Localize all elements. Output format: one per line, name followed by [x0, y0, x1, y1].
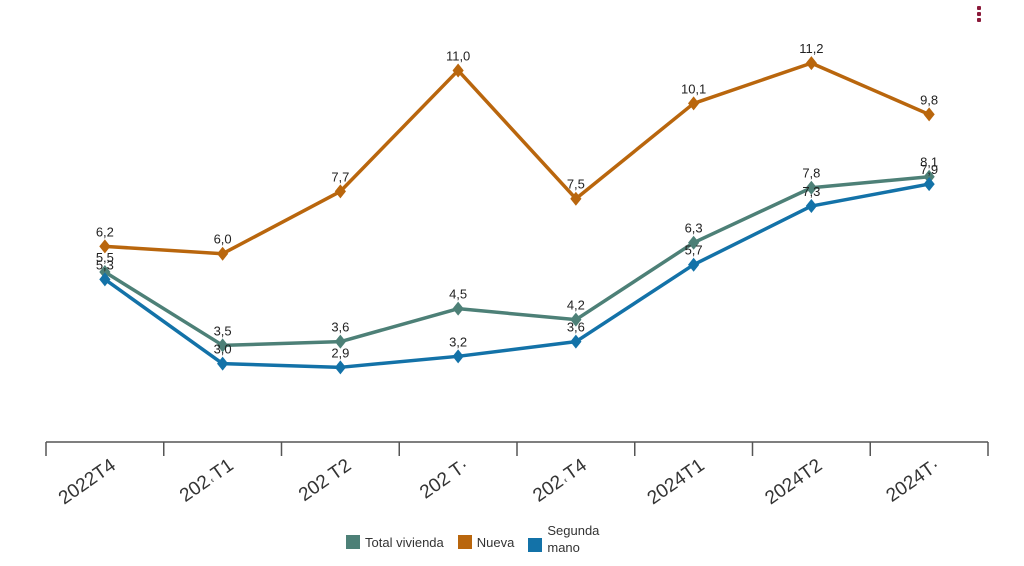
data-point[interactable] — [570, 334, 582, 349]
legend-label-total-vivienda: Total vivienda — [365, 535, 444, 550]
data-label: 4,5 — [449, 287, 467, 302]
more-vertical-icon[interactable] — [972, 4, 986, 26]
data-point[interactable] — [99, 265, 111, 280]
legend-label-segunda-line1: Segunda — [547, 523, 600, 538]
data-label: 4,2 — [567, 298, 585, 313]
data-point[interactable] — [688, 257, 700, 272]
x-tick-label: 2024T1 — [644, 455, 709, 509]
x-tick-label: 202˓T1 — [176, 455, 237, 507]
x-tick-label: 202 T2 — [295, 455, 355, 506]
data-label: 7,7 — [331, 169, 349, 184]
legend-swatch-total-vivienda — [346, 535, 360, 549]
data-label: 3,0 — [214, 342, 232, 357]
legend-label-segunda-line2: mano — [547, 540, 580, 555]
x-tick-label: 2024T2 — [761, 455, 826, 509]
legend-swatch-segunda-mano — [528, 538, 543, 552]
data-label: 2,9 — [331, 345, 349, 360]
data-label: 7,9 — [920, 162, 938, 177]
data-label: 3,6 — [331, 320, 349, 335]
data-point[interactable] — [452, 63, 464, 78]
data-label: 11,2 — [799, 41, 823, 56]
legend: Total vivienda Nueva Segunda mano — [346, 522, 617, 556]
data-point[interactable] — [688, 235, 700, 250]
data-point[interactable] — [805, 199, 817, 214]
legend-swatch-nueva — [457, 535, 472, 549]
legend-label-segunda-mano: Segunda mano — [547, 522, 617, 556]
data-point[interactable] — [923, 107, 935, 122]
data-label: 6,0 — [214, 232, 232, 247]
data-label: 5,7 — [685, 243, 703, 258]
data-point[interactable] — [452, 349, 464, 364]
data-label: 6,2 — [96, 224, 114, 239]
data-label: 7,8 — [802, 166, 820, 181]
data-point[interactable] — [217, 356, 229, 371]
series-line-0 — [103, 174, 930, 348]
legend-item-total-vivienda[interactable]: Total vivienda — [346, 522, 444, 551]
data-label: 3,5 — [214, 323, 232, 338]
x-tick-label: 2024T· — [883, 455, 944, 507]
x-tick-label: 202 T· — [416, 455, 473, 504]
data-point[interactable] — [452, 301, 464, 316]
data-label: 3,2 — [449, 334, 467, 349]
data-labels: 5,5 3,5 3,6 4,5 4,2 6,3 7,8 8,1 6,2 6,0 7,7 11,0 7,5… — [96, 41, 938, 360]
legend-item-segunda-mano[interactable]: Segunda mano — [528, 522, 617, 556]
series-lines — [99, 56, 935, 375]
data-point[interactable] — [217, 246, 229, 261]
data-label: 3,6 — [567, 320, 585, 335]
data-point[interactable] — [334, 360, 346, 375]
data-point[interactable] — [334, 334, 346, 349]
data-point[interactable] — [570, 191, 582, 206]
data-point[interactable] — [688, 96, 700, 111]
x-tick-label: 202˓T4 — [529, 455, 591, 507]
data-label: 7,5 — [567, 177, 585, 192]
data-label: 8,1 — [920, 155, 938, 170]
series-line-2 — [103, 182, 930, 370]
data-label: 7,3 — [802, 184, 820, 199]
x-axis: 2022T4 202˓T1 202 T2 202 T· 202˓T4 2024T1 2024… — [45, 441, 989, 509]
series-line-1 — [104, 61, 930, 256]
data-label: 5,3 — [96, 257, 114, 272]
data-label: 11,0 — [446, 48, 470, 63]
data-label: 9,8 — [920, 92, 938, 107]
data-point[interactable] — [923, 177, 935, 192]
data-label: 6,3 — [685, 221, 703, 236]
data-point[interactable] — [99, 239, 111, 254]
data-point[interactable] — [99, 272, 111, 287]
data-label: 10,1 — [681, 81, 706, 96]
data-point[interactable] — [217, 338, 229, 353]
data-point[interactable] — [570, 312, 582, 327]
legend-item-nueva[interactable]: Nueva — [457, 522, 515, 551]
x-tick-label: 2022T4 — [55, 455, 120, 509]
data-point[interactable] — [805, 180, 817, 195]
legend-label-nueva: Nueva — [476, 535, 515, 550]
data-point[interactable] — [805, 56, 817, 71]
data-label: 5,5 — [96, 250, 114, 265]
data-point[interactable] — [334, 184, 346, 199]
data-point[interactable] — [923, 169, 935, 184]
